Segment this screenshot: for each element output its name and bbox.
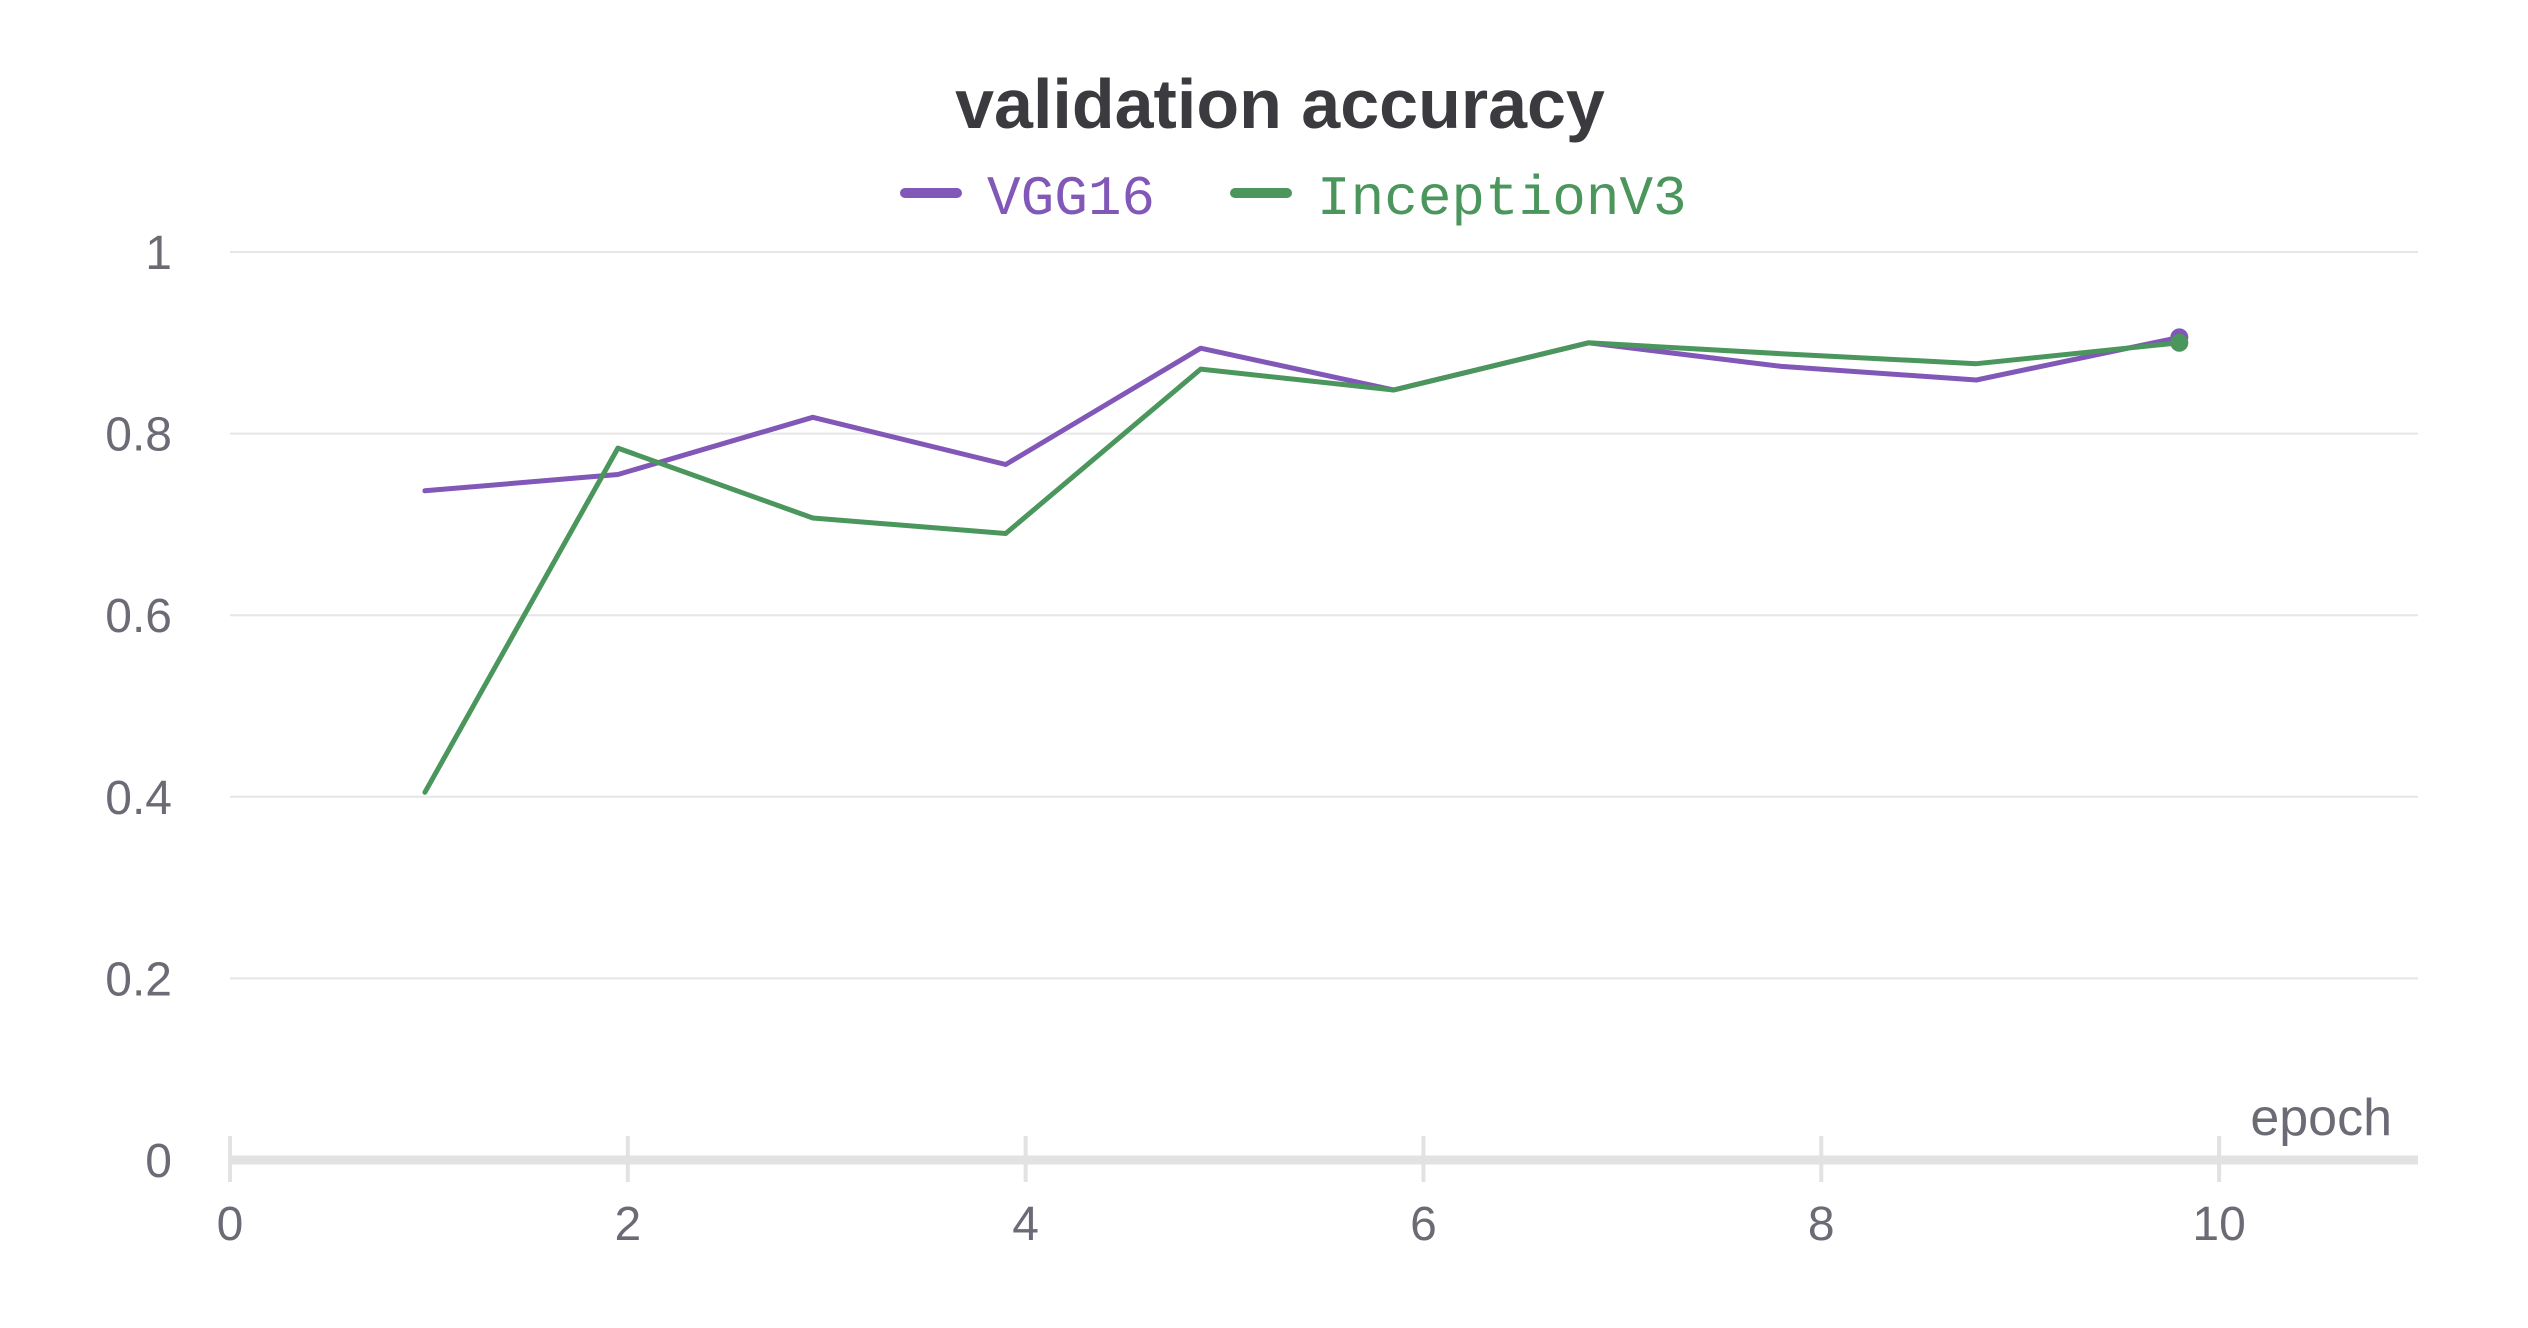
series-end-point[interactable] [2170,333,2189,352]
legend-label[interactable]: VGG16 [987,167,1155,231]
legend[interactable]: VGG16 InceptionV3 [900,167,1687,231]
y-tick-label: 0.4 [105,772,172,825]
series-line-inceptionv3[interactable] [422,340,2182,795]
y-tick-label: 1 [145,227,172,280]
y-tick-label: 0.8 [105,409,172,462]
x-tick-label: 2 [614,1198,641,1251]
chart-title: validation accuracy [955,65,1605,143]
x-axis-label: epoch [2250,1089,2392,1147]
x-tick-label: 6 [1410,1198,1437,1251]
grid-lines [230,251,2418,980]
series-group [422,328,2189,795]
x-tick-label: 8 [1808,1198,1835,1251]
y-tick-label: 0.2 [105,953,172,1006]
x-tick-label: 4 [1012,1198,1039,1251]
x-tick-label: 0 [217,1198,244,1251]
x-axis-ticks: 0 2 4 6 8 10 [217,1136,2246,1251]
legend-label[interactable]: InceptionV3 [1317,167,1687,231]
series-line-vgg16[interactable] [422,334,2182,494]
y-tick-label: 0 [145,1135,172,1188]
y-tick-label: 0.6 [105,590,172,643]
y-axis-ticks: 0 0.2 0.4 0.6 0.8 1 [105,227,172,1188]
x-tick-label: 10 [2192,1198,2245,1251]
